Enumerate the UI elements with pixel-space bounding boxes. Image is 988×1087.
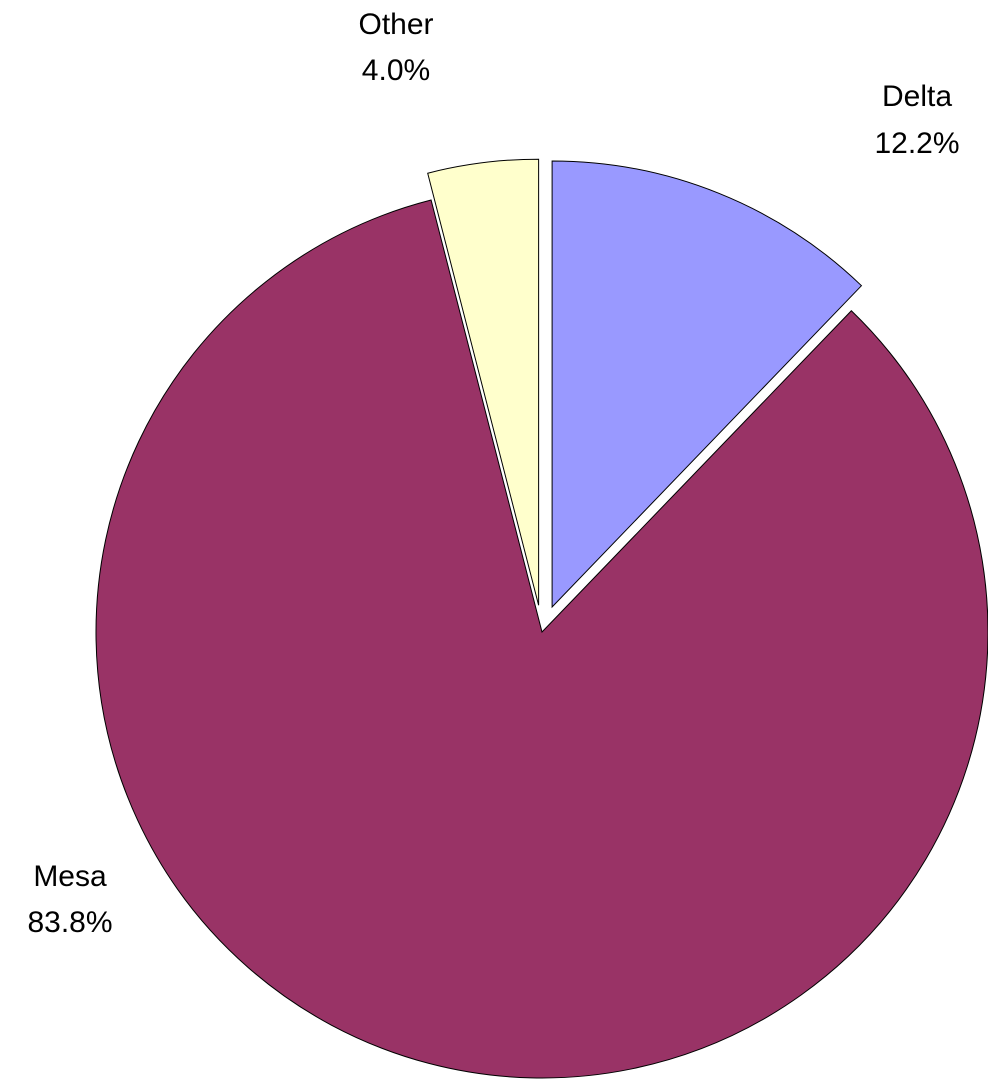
slice-label-delta: Delta [882,80,952,113]
slice-value-delta: 12.2% [874,127,959,160]
pie-slice-mesa [95,199,988,1079]
slice-label-mesa: Mesa [33,860,107,893]
slice-value-other: 4.0% [362,54,430,87]
pie-labels: Delta 12.2% Mesa 83.8% Other 4.0% [27,8,959,939]
pie-slices [95,158,988,1079]
slice-value-mesa: 83.8% [27,906,112,939]
pie-slice-other [427,158,540,606]
pie-slice-delta [551,160,863,609]
slice-label-other: Other [358,8,433,41]
